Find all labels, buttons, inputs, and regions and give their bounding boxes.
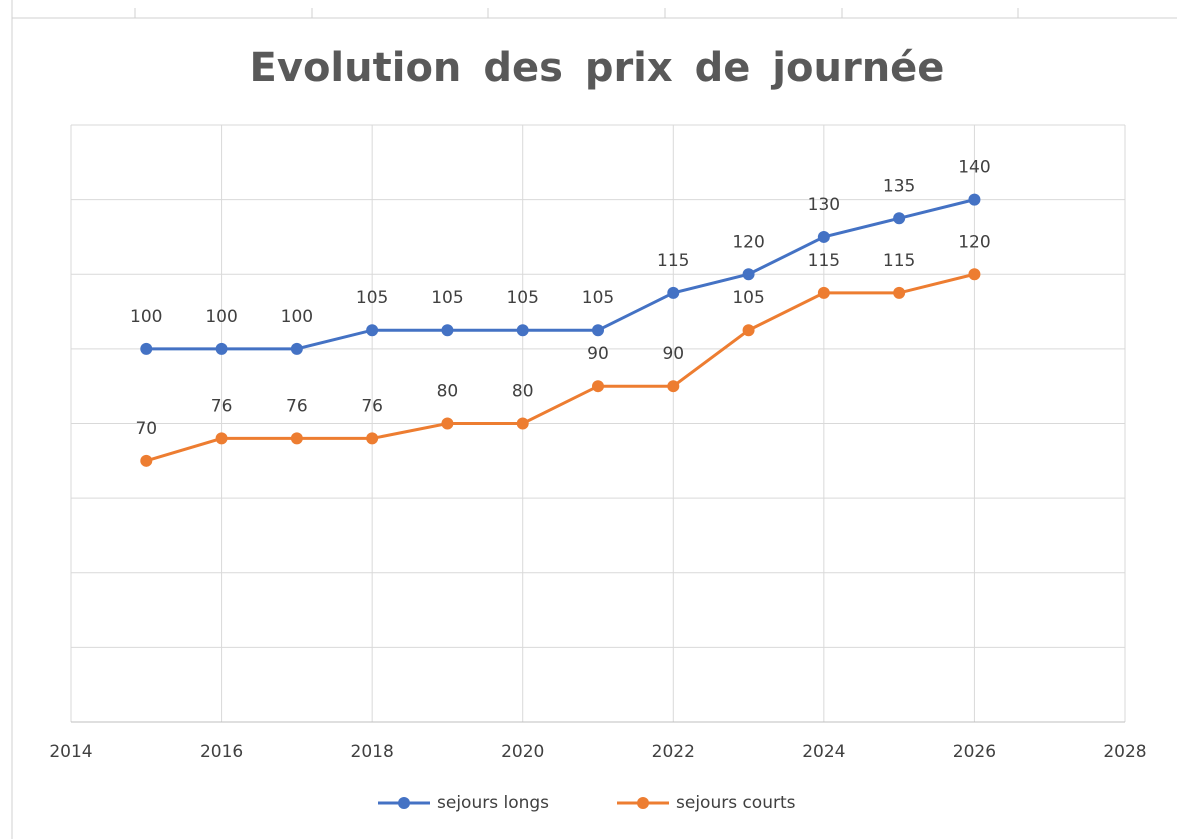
sheet-frame bbox=[11, 0, 1177, 839]
data-label: 120 bbox=[958, 232, 990, 252]
point bbox=[667, 286, 680, 299]
data-label: 80 bbox=[437, 382, 459, 402]
point bbox=[441, 324, 454, 337]
data-label: 105 bbox=[732, 288, 764, 308]
point bbox=[968, 193, 981, 206]
data-label: 90 bbox=[587, 344, 609, 364]
point bbox=[817, 286, 830, 299]
point bbox=[817, 230, 830, 243]
point bbox=[893, 212, 906, 225]
data-label: 76 bbox=[361, 396, 383, 416]
data-label: 115 bbox=[657, 251, 689, 271]
data-label: 90 bbox=[662, 344, 684, 364]
x-tick-label: 2026 bbox=[953, 742, 996, 762]
data-label: 140 bbox=[958, 158, 990, 178]
data-label: 120 bbox=[732, 232, 764, 252]
x-tick-label: 2014 bbox=[49, 742, 92, 762]
point bbox=[366, 324, 379, 337]
x-tick-label: 2016 bbox=[200, 742, 243, 762]
x-tick-label: 2018 bbox=[351, 742, 394, 762]
legend-label: sejours courts bbox=[676, 793, 796, 813]
data-label: 100 bbox=[281, 307, 313, 327]
x-tick-label: 2024 bbox=[802, 742, 845, 762]
point bbox=[140, 342, 153, 355]
x-tick-label: 2022 bbox=[652, 742, 695, 762]
point bbox=[742, 268, 755, 281]
data-label: 100 bbox=[205, 307, 237, 327]
data-label: 80 bbox=[512, 382, 534, 402]
point bbox=[215, 342, 228, 355]
data-label: 130 bbox=[808, 195, 840, 215]
data-label: 135 bbox=[883, 176, 915, 196]
series-line bbox=[146, 198, 975, 351]
data-label: 115 bbox=[883, 251, 915, 271]
point bbox=[893, 286, 906, 299]
point bbox=[290, 342, 303, 355]
data-label: 105 bbox=[431, 288, 463, 308]
data-label: 76 bbox=[211, 396, 233, 416]
chart-title: Evolution des prix de journée bbox=[250, 45, 945, 91]
point bbox=[742, 324, 755, 337]
point bbox=[968, 268, 981, 281]
point bbox=[592, 324, 604, 337]
legend-marker bbox=[398, 797, 410, 809]
point bbox=[441, 417, 454, 430]
point bbox=[667, 380, 680, 393]
point bbox=[140, 454, 153, 467]
point bbox=[516, 324, 529, 337]
x-tick-label: 2028 bbox=[1103, 742, 1146, 762]
data-label: 105 bbox=[356, 288, 388, 308]
x-tick-label: 2020 bbox=[501, 742, 544, 762]
data-label: 100 bbox=[130, 307, 162, 327]
legend-label: sejours longs bbox=[437, 793, 549, 813]
data-label: 70 bbox=[135, 419, 157, 439]
point bbox=[215, 432, 228, 445]
data-label: 76 bbox=[286, 396, 308, 416]
series-line bbox=[145, 272, 975, 463]
data-label: 105 bbox=[506, 288, 538, 308]
point bbox=[592, 380, 604, 393]
point bbox=[516, 417, 529, 430]
legend-marker bbox=[637, 797, 649, 809]
point bbox=[290, 432, 303, 445]
data-label: 105 bbox=[582, 288, 614, 308]
point bbox=[366, 432, 379, 445]
data-label: 115 bbox=[808, 251, 840, 271]
